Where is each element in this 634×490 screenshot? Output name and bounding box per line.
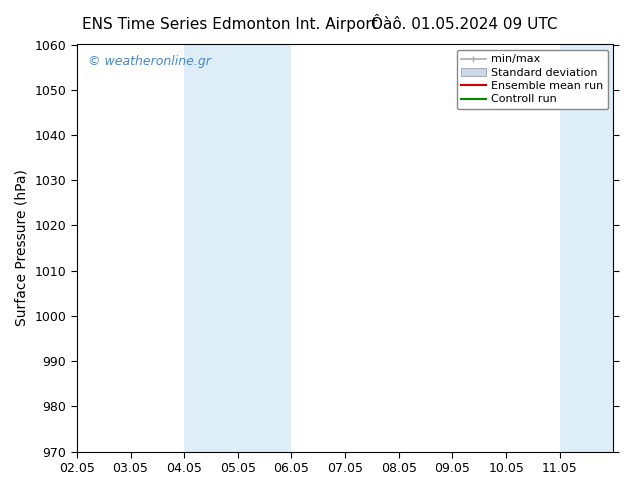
Bar: [560, 45, 586, 452]
Legend: min/max, Standard deviation, Ensemble mean run, Controll run: min/max, Standard deviation, Ensemble me…: [456, 50, 608, 109]
Text: © weatheronline.gr: © weatheronline.gr: [87, 55, 210, 68]
Text: ENS Time Series Edmonton Int. Airport: ENS Time Series Edmonton Int. Airport: [82, 17, 378, 32]
Bar: [184, 45, 238, 452]
Text: Ôàô. 01.05.2024 09 UTC: Ôàô. 01.05.2024 09 UTC: [372, 17, 558, 32]
Y-axis label: Surface Pressure (hPa): Surface Pressure (hPa): [15, 170, 29, 326]
Bar: [238, 45, 292, 452]
Bar: [586, 45, 614, 452]
